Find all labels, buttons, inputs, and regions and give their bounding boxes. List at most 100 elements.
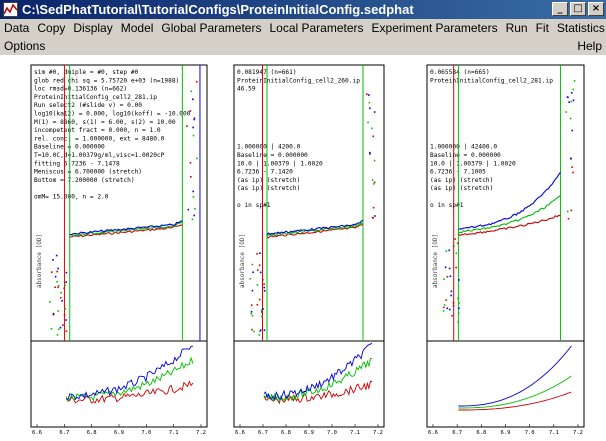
menu-local-parameters[interactable]: Local Parameters [269,21,364,35]
menu-data[interactable]: Data [4,21,30,35]
menu-experiment-parameters[interactable]: Experiment Parameters [371,21,498,35]
menu-fit[interactable]: Fit [535,21,549,35]
data-point [64,308,67,310]
info-line: log10(ka12) = 0.000, log10(koff) = -10.0… [34,111,191,118]
data-point [54,275,57,278]
info-line: Bottom = 7.200000 (stretch) [34,177,135,184]
data-point [256,284,259,286]
data-point [448,249,451,252]
panel-frame [233,64,385,428]
panel-frame [30,64,208,428]
data-point [193,117,196,119]
info-line: (as ip) (stretch) [237,185,300,192]
data-point [457,311,460,314]
data-point [372,206,375,209]
info-line: rel. conc. = 1.000000, ext = 8480.0 [34,135,165,142]
data-point [261,315,263,318]
data-point [250,304,253,306]
data-point [372,135,375,138]
menu-copy[interactable]: Copy [37,21,66,35]
data-point [373,111,376,113]
data-point [569,117,572,120]
y-axis-label: absorbance [OD] [239,234,246,288]
data-trace [69,220,183,236]
menu-run[interactable]: Run [505,21,528,35]
x-tick-label: 7.0 [525,430,535,436]
data-point [567,217,570,220]
data-point [458,307,460,310]
data-point [259,330,261,333]
data-point [453,244,455,247]
close-button[interactable]: × [588,2,604,16]
data-point [251,328,253,331]
x-tick-label: 7.1 [350,430,360,436]
residual-trace [458,391,572,411]
info-line: (as ip) (stretch) [430,185,493,192]
data-point [259,329,262,332]
data-point [369,107,371,110]
x-tick-label: 6.7 [258,430,268,436]
data-point [263,329,266,332]
data-point [57,286,59,289]
minimize-button[interactable]: _ [552,2,568,16]
data-point [458,302,460,304]
data-point [443,278,445,280]
menu-statistics[interactable]: Statistics [556,21,605,35]
menu-options[interactable]: Options [4,39,46,53]
menu-row-2: Options [0,37,49,55]
data-point [60,291,62,294]
data-point [368,94,370,96]
x-tick-label: 6.9 [114,430,124,436]
info-line: 10.0 | 1.00379 | 1.0020 [237,160,323,167]
menu-bar: Data Copy Display Model Global Parameter… [0,19,606,55]
data-point [262,308,264,310]
data-point [457,321,459,323]
data-point [262,278,264,281]
maximize-button[interactable]: □ [570,2,586,16]
info-line: Run select2 (#slide v) = 0.00 [34,102,142,109]
data-point [54,286,56,289]
x-tick-label: 6.7 [452,430,462,436]
data-point [448,267,451,270]
info-line: 0.065584 (n=665) [430,69,490,76]
data-point [446,276,449,278]
data-point [63,287,65,290]
data-point [374,215,376,217]
info-line: 46.59 [237,86,256,93]
data-point [59,296,62,299]
data-point [373,159,376,162]
data-point [455,252,458,255]
data-point [369,153,371,155]
menu-help[interactable]: Help [577,39,602,53]
data-point [565,111,568,113]
data-trace [458,214,561,237]
x-tick-label: 6.8 [87,430,97,436]
y-axis-label: absorbance [OD] [36,234,43,288]
data-point [571,129,574,132]
info-line: T=10.0C,d=1.00379g/ml,visc=1.0020cP [34,152,165,159]
info-line: 10.0 | 1.00379 | 1.0020 [430,160,516,167]
data-point [260,309,263,311]
data-point [192,98,194,101]
data-trace [458,171,561,230]
residual-trace [458,345,572,407]
menu-model[interactable]: Model [120,21,154,35]
data-point [263,283,265,285]
data-point [458,279,460,281]
data-trace [69,224,183,238]
data-point [57,267,59,270]
info-line: Meniscus = 6.700000 (stretch) [34,169,142,176]
data-point [251,289,254,292]
data-point [50,271,53,273]
data-point [566,210,569,213]
menu-global-parameters[interactable]: Global Parameters [161,21,262,35]
data-point [61,299,63,302]
data-point [250,312,253,315]
x-tick-label: 7.0 [141,430,151,436]
data-point [56,334,59,336]
data-point [373,181,376,184]
menu-display[interactable]: Display [73,21,113,35]
data-point [446,307,449,310]
